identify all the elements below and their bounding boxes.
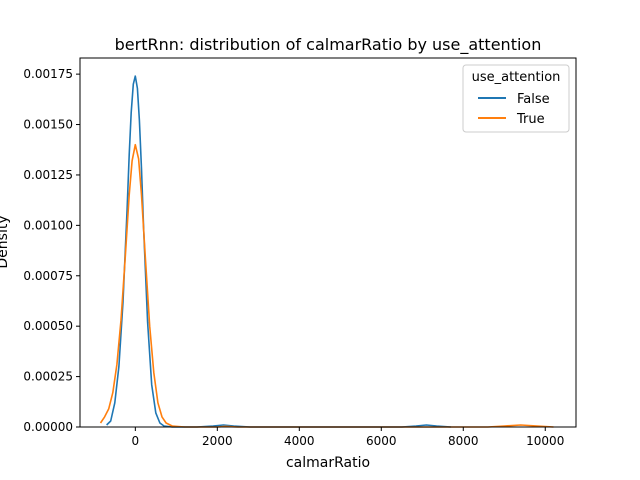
- x-axis-ticks: 0 2000 4000 6000 8000 10000: [132, 427, 564, 448]
- y-tick-label: 0.00100: [23, 218, 73, 232]
- legend: use_attention False True: [462, 64, 570, 133]
- x-tick-label: 6000: [366, 434, 397, 448]
- y-tick-label: 0.00150: [23, 118, 73, 132]
- x-tick-label: 10000: [526, 434, 564, 448]
- chart-title: bertRnn: distribution of calmarRatio by …: [115, 35, 542, 55]
- y-axis-label: Density: [0, 215, 11, 268]
- plot-frame: [79, 57, 577, 428]
- x-tick-label: 0: [132, 434, 140, 448]
- x-tick-label: 4000: [284, 434, 315, 448]
- y-tick-label: 0.00125: [23, 168, 73, 182]
- legend-label-false: False: [517, 92, 550, 107]
- series-line-false: [106, 75, 452, 428]
- x-tick-label: 2000: [202, 434, 233, 448]
- series-line-true: [99, 143, 554, 428]
- x-tick-label: 8000: [448, 434, 479, 448]
- x-axis-label: calmarRatio: [286, 455, 370, 471]
- legend-label-true: True: [516, 112, 545, 127]
- y-tick-label: 0.00025: [23, 370, 73, 384]
- y-tick-label: 0.00000: [23, 420, 73, 434]
- y-tick-label: 0.00175: [23, 67, 73, 81]
- y-axis-ticks: 0.00000 0.00025 0.00050 0.00075 0.00100 0.001…: [23, 67, 80, 434]
- legend-title: use_attention: [472, 70, 561, 85]
- legend-box: [462, 64, 570, 133]
- y-tick-label: 0.00075: [23, 269, 73, 283]
- y-tick-label: 0.00050: [23, 319, 73, 333]
